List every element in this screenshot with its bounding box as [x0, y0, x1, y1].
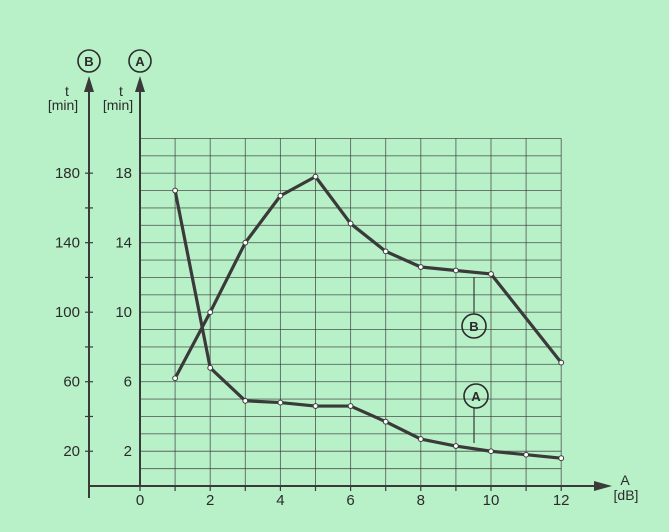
- x-axis-unit: [dB]: [614, 487, 639, 503]
- y-axis-b-letter: t: [65, 83, 69, 99]
- series-b-point: [207, 309, 214, 316]
- series-b-point: [347, 220, 354, 227]
- y-axis-b-unit: [min]: [48, 97, 78, 113]
- series-a-point: [347, 403, 354, 409]
- x-axis-arrow: [594, 481, 612, 491]
- x-tick-label: 0: [136, 492, 144, 509]
- series-a-point: [382, 418, 389, 425]
- series-b-point: [488, 271, 494, 277]
- y-axis-b-tick-label: 100: [55, 304, 80, 321]
- series-a-label: A: [463, 383, 489, 443]
- y-axis-b-tick-label: 60: [63, 374, 80, 391]
- y-axis-a-tick-label: 6: [124, 374, 132, 391]
- x-tick-label: 6: [346, 492, 354, 509]
- y-axis-a-tick-label: 10: [115, 304, 132, 321]
- y-axis-a-arrow: [135, 76, 145, 92]
- series-b-point: [417, 264, 424, 270]
- series-b-point: [312, 173, 319, 180]
- series-lines: [172, 173, 565, 462]
- tick-labels: 0 2 4 6 8 10 12 20 60 100 140 180 2 6 10 14 18: [55, 165, 570, 509]
- series-b-label: B: [461, 277, 487, 339]
- y-axis-b-badge-text: B: [84, 54, 93, 69]
- y-axis-a-letter: t: [119, 83, 123, 99]
- y-axis-a-tick-label: 2: [124, 443, 132, 460]
- series-b-point: [242, 239, 249, 246]
- x-tick-label: 2: [206, 492, 214, 509]
- series-b-point: [172, 375, 179, 382]
- y-axis-a-tick-label: 18: [115, 165, 132, 182]
- series-a-point: [488, 448, 494, 455]
- y-axis-b-tick-label: 180: [55, 165, 80, 182]
- series-a-point: [523, 451, 529, 458]
- x-axis-letter: A: [620, 472, 630, 488]
- series-a-point: [312, 403, 319, 409]
- series-a-point: [453, 443, 459, 449]
- series-a-badge-text: A: [471, 389, 481, 404]
- series-a-point: [207, 364, 214, 371]
- y-axis-b-tick-label: 20: [63, 443, 80, 460]
- x-tick-label: 12: [553, 492, 570, 509]
- series-a-line: [173, 188, 563, 460]
- series-a-point: [277, 399, 284, 406]
- series-a-point: [242, 397, 249, 404]
- series-a-badge: [463, 383, 489, 409]
- y-axis-b-badge: [77, 49, 101, 73]
- series-b-badge: [461, 313, 487, 339]
- y-axis-a-badge: [128, 49, 152, 73]
- x-tick-label: 4: [276, 492, 284, 509]
- x-tick-label: 10: [483, 492, 500, 509]
- series-a-point: [172, 187, 179, 194]
- series-b-point: [277, 192, 284, 199]
- y-axis-b-arrow: [84, 76, 94, 92]
- grid: [139, 137, 562, 486]
- y-axis-a-unit: [min]: [103, 97, 133, 113]
- y-axis-a-badge-text: A: [135, 54, 145, 69]
- x-tick-label: 8: [417, 492, 425, 509]
- series-a-point: [558, 455, 565, 462]
- y-axis-b-tick-label: 140: [55, 235, 80, 252]
- y-axis-a-tick-label: 14: [115, 235, 132, 252]
- y-axis-a-header: A t [min]: [103, 49, 152, 113]
- series-b-point: [382, 248, 389, 255]
- series-a-point: [417, 436, 424, 442]
- x-axis-header: A [dB]: [614, 472, 639, 503]
- series-b-point: [558, 359, 565, 366]
- y-axis-b-header: B t [min]: [48, 49, 101, 113]
- series-b-point: [453, 267, 459, 274]
- axes: [84, 76, 612, 498]
- series-b-badge-text: B: [469, 319, 478, 334]
